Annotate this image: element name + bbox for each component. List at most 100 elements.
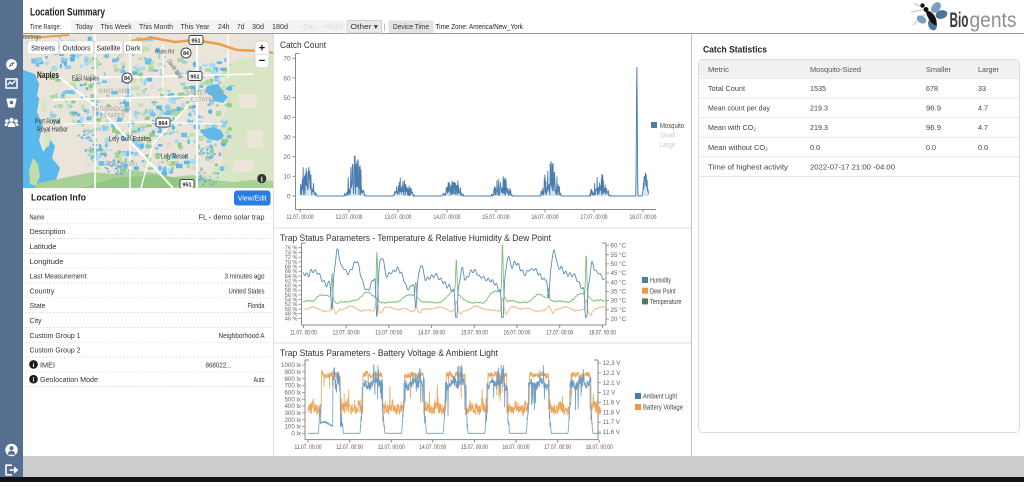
- svg-text:Port Royal: Port Royal: [35, 119, 60, 126]
- svg-text:Battery Voltage: Battery Voltage: [643, 405, 683, 412]
- svg-text:Mosquito: Mosquito: [660, 123, 684, 130]
- svg-text:18.07. 00:00: 18.07. 00:00: [630, 214, 657, 221]
- svg-text:700 lx: 700 lx: [284, 383, 301, 390]
- svg-text:30 °C: 30 °C: [611, 298, 627, 305]
- svg-text:4.7: 4.7: [978, 123, 988, 132]
- svg-text:Country: Country: [30, 286, 55, 295]
- svg-text:IMEI: IMEI: [40, 360, 55, 369]
- svg-text:16.07. 00:00: 16.07. 00:00: [503, 444, 530, 451]
- svg-text:Custom Group 2: Custom Group 2: [30, 346, 81, 355]
- svg-text:i: i: [33, 362, 35, 369]
- svg-text:219.3: 219.3: [810, 123, 828, 132]
- svg-text:11.6 V: 11.6 V: [603, 429, 621, 436]
- svg-text:Trap Status Parameters - Tempe: Trap Status Parameters - Temperature & R…: [280, 233, 551, 244]
- svg-text:60 %: 60 %: [285, 283, 298, 289]
- svg-text:United States: United States: [229, 286, 265, 295]
- svg-text:12.07. 00:00: 12.07. 00:00: [333, 330, 360, 337]
- svg-text:7d: 7d: [237, 22, 245, 31]
- svg-text:Device Time: Device Time: [393, 22, 429, 31]
- svg-text:Description: Description: [30, 227, 66, 236]
- svg-text:13.07. 00:00: 13.07. 00:00: [375, 330, 402, 337]
- svg-text:ESTATES: ESTATES: [191, 98, 216, 104]
- svg-text:Large: Large: [660, 142, 675, 149]
- svg-text:11.9 V: 11.9 V: [603, 400, 621, 407]
- svg-text:State: State: [30, 301, 46, 310]
- svg-text:Today: Today: [76, 22, 94, 31]
- svg-text:Other ▾: Other ▾: [351, 22, 379, 31]
- svg-text:FL - demo solar trap: FL - demo solar trap: [199, 212, 265, 221]
- svg-text:Lely Resort: Lely Resort: [161, 154, 188, 161]
- svg-text:Humidity: Humidity: [650, 278, 671, 285]
- svg-text:500 lx: 500 lx: [284, 396, 301, 403]
- svg-text:Longitude: Longitude: [30, 257, 64, 266]
- svg-text:10: 10: [283, 174, 291, 181]
- svg-text:84: 84: [183, 51, 189, 57]
- svg-text:13.07. 00:00: 13.07. 00:00: [385, 214, 412, 221]
- svg-text:46 %: 46 %: [285, 316, 298, 322]
- svg-text:Small: Small: [660, 133, 675, 140]
- svg-text:Smaller: Smaller: [926, 65, 951, 74]
- svg-text:12.1 V: 12.1 V: [603, 380, 622, 387]
- svg-text:City: City: [30, 316, 42, 325]
- svg-text:60 °C: 60 °C: [611, 243, 627, 250]
- svg-text:30: 30: [283, 134, 291, 141]
- svg-text:1535: 1535: [810, 84, 826, 93]
- svg-text:TREVISO BAY: TREVISO BAY: [105, 162, 138, 168]
- svg-text:68 %: 68 %: [285, 264, 298, 270]
- svg-text:Location Summary: Location Summary: [30, 7, 106, 19]
- svg-text:40 °C: 40 °C: [611, 279, 627, 286]
- svg-text:NAPLES CLUB: NAPLES CLUB: [186, 91, 223, 97]
- svg-text:74 %: 74 %: [285, 250, 298, 256]
- svg-text:30d: 30d: [252, 22, 264, 31]
- svg-text:Radio Rd: Radio Rd: [155, 50, 174, 56]
- svg-text:50 °C: 50 °C: [611, 261, 627, 268]
- svg-text:48 %: 48 %: [285, 312, 298, 318]
- svg-text:17.07. 00:00: 17.07. 00:00: [581, 214, 608, 221]
- svg-text:This Month: This Month: [139, 22, 173, 31]
- svg-text:3 minutes ago: 3 minutes ago: [225, 272, 265, 281]
- svg-text:Ambient Light: Ambient Light: [643, 394, 677, 401]
- svg-text:56 %: 56 %: [285, 293, 298, 299]
- svg-text:52 %: 52 %: [285, 302, 298, 308]
- svg-text:15.07. 00:00: 15.07. 00:00: [461, 444, 488, 451]
- svg-text:Name: Name: [30, 212, 45, 221]
- svg-text:15.07. 00:00: 15.07. 00:00: [461, 330, 488, 337]
- svg-text:15.07. 00:00: 15.07. 00:00: [483, 214, 510, 221]
- svg-text:868022...: 868022...: [206, 360, 232, 369]
- svg-text:70 %: 70 %: [285, 260, 298, 266]
- svg-text:This Year: This Year: [181, 22, 210, 31]
- svg-text:219.3: 219.3: [810, 104, 828, 113]
- svg-text:i: i: [261, 174, 263, 183]
- svg-text:864: 864: [158, 121, 168, 127]
- svg-text:Temperature: Temperature: [650, 299, 682, 306]
- svg-text:Florida: Florida: [248, 301, 266, 310]
- svg-text:50 %: 50 %: [285, 307, 298, 313]
- svg-text:951: 951: [190, 74, 199, 80]
- svg-text:ESTATES: ESTATES: [100, 114, 125, 120]
- svg-text:84: 84: [124, 76, 130, 82]
- svg-text:14.07. 00:00: 14.07. 00:00: [419, 444, 446, 451]
- svg-text:54 %: 54 %: [285, 298, 298, 304]
- svg-text:Trap Status Parameters - Batte: Trap Status Parameters - Battery Voltage…: [280, 348, 498, 359]
- svg-text:12 V: 12 V: [603, 390, 617, 397]
- svg-text:0 lx: 0 lx: [291, 431, 302, 438]
- svg-text:View/Edit: View/Edit: [238, 195, 267, 202]
- svg-text:17.07. 00:00: 17.07. 00:00: [546, 330, 573, 337]
- svg-text:400 lx: 400 lx: [284, 403, 301, 410]
- svg-text:678: 678: [926, 84, 938, 93]
- svg-text:64 %: 64 %: [285, 274, 298, 280]
- svg-text:Naples: Naples: [37, 70, 59, 81]
- svg-text:i: i: [33, 377, 35, 384]
- svg-text:2022-07-17 21:00 -04:00: 2022-07-17 21:00 -04:00: [810, 162, 895, 171]
- svg-text:Streets: Streets: [31, 44, 55, 53]
- svg-text:11.8 V: 11.8 V: [603, 409, 621, 416]
- svg-text:Mean count per day: Mean count per day: [708, 104, 770, 113]
- svg-text:Lely Golf Estates: Lely Golf Estates: [109, 136, 151, 143]
- svg-text:SHENANDOAH: SHENANDOAH: [92, 107, 131, 113]
- svg-text:180d: 180d: [272, 22, 288, 31]
- svg-text:14.07. 00:00: 14.07. 00:00: [434, 214, 461, 221]
- svg-text:Mosquito-Sized: Mosquito-Sized: [810, 65, 861, 74]
- svg-text:oorings: oorings: [23, 35, 41, 41]
- svg-text:This Week: This Week: [101, 22, 132, 31]
- svg-text:62 %: 62 %: [285, 279, 298, 285]
